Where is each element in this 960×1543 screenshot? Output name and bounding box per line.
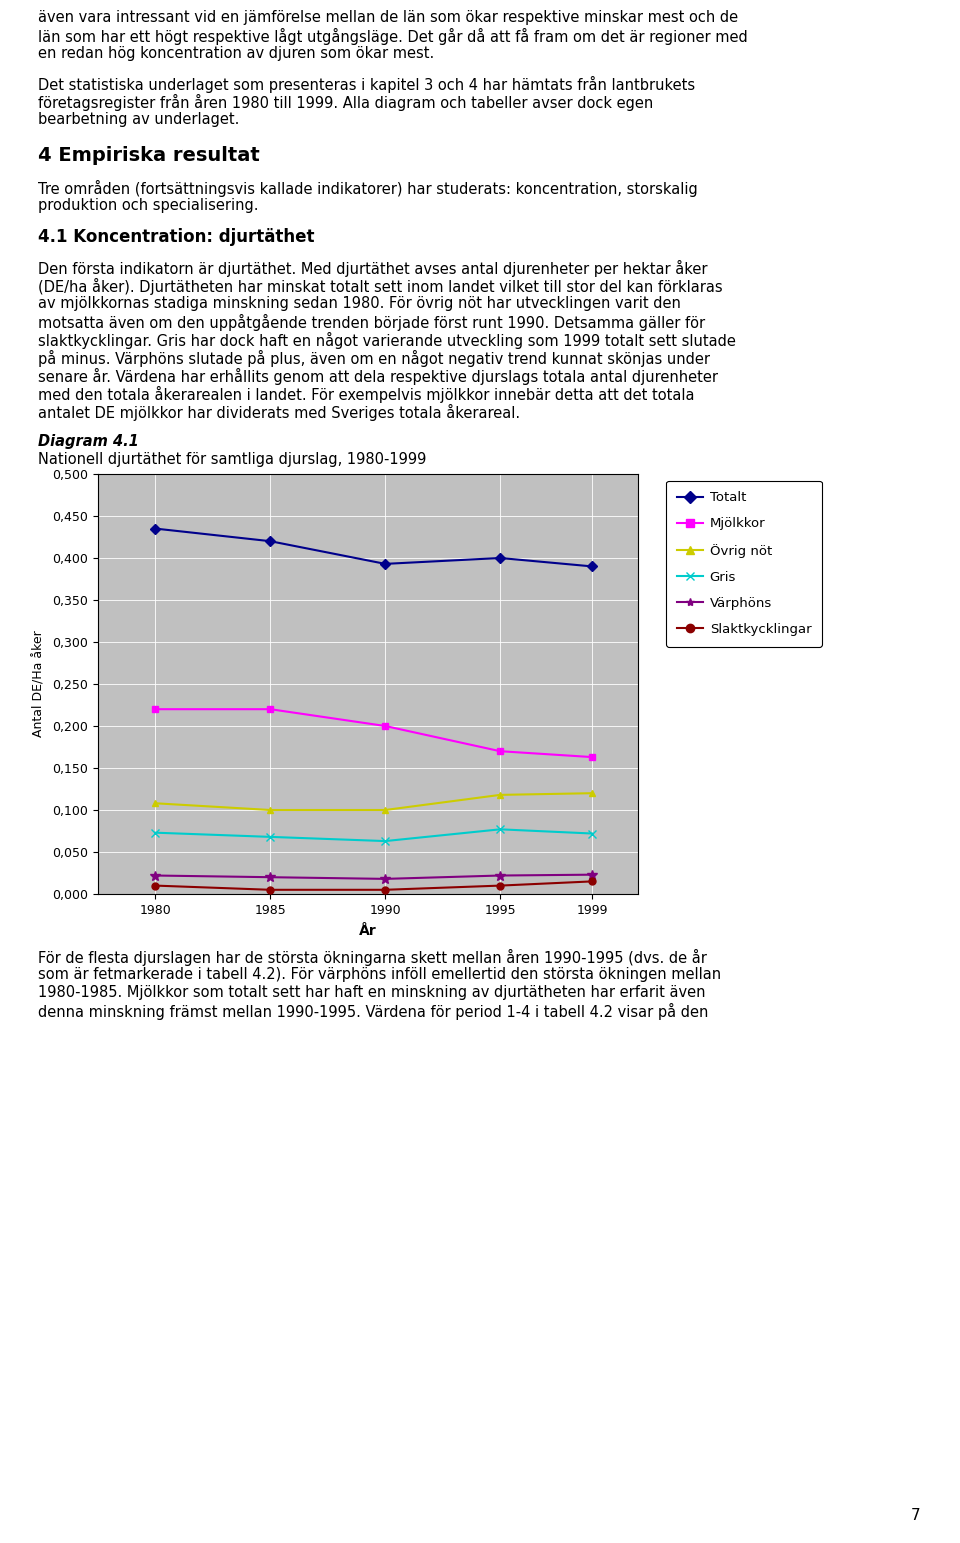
Text: Diagram 4.1: Diagram 4.1 <box>38 434 139 449</box>
Line: Värphöns: Värphöns <box>151 870 597 884</box>
Text: även vara intressant vid en jämförelse mellan de län som ökar respektive minskar: även vara intressant vid en jämförelse m… <box>38 9 738 25</box>
Text: motsatta även om den uppåtgående trenden började först runt 1990. Detsamma gälle: motsatta även om den uppåtgående trenden… <box>38 313 706 332</box>
Text: Det statistiska underlaget som presenteras i kapitel 3 och 4 har hämtats från la: Det statistiska underlaget som presenter… <box>38 76 695 93</box>
Text: senare år. Värdena har erhållits genom att dela respektive djurslags totala anta: senare år. Värdena har erhållits genom a… <box>38 367 718 386</box>
Gris <box>150 824 161 842</box>
Y-axis label: Antal DE/Ha åker: Antal DE/Ha åker <box>33 631 45 738</box>
Line: Gris: Gris <box>152 826 596 846</box>
Mjölkkor <box>379 717 391 736</box>
Text: För de flesta djurslagen har de största ökningarna skett mellan åren 1990-1995 (: För de flesta djurslagen har de största … <box>38 949 707 966</box>
Gris <box>587 824 598 842</box>
Text: antalet DE mjölkkor har dividerats med Sveriges totala åkerareal.: antalet DE mjölkkor har dividerats med S… <box>38 404 520 421</box>
Text: en redan hög koncentration av djuren som ökar mest.: en redan hög koncentration av djuren som… <box>38 46 434 62</box>
Värphöns <box>150 866 161 884</box>
Värphöns <box>379 870 391 889</box>
Text: 1980-1985. Mjölkkor som totalt sett har haft en minskning av djurtätheten har er: 1980-1985. Mjölkkor som totalt sett har … <box>38 984 706 1000</box>
Gris <box>379 832 391 850</box>
Övrig nöt <box>494 785 506 804</box>
Värphöns <box>494 866 506 884</box>
Totalt <box>265 532 276 551</box>
X-axis label: År: År <box>359 924 377 938</box>
Totalt <box>150 520 161 539</box>
Text: Tre områden (fortsättningsvis kallade indikatorer) har studerats: koncentration,: Tre områden (fortsättningsvis kallade in… <box>38 181 698 198</box>
Text: 4 Empiriska resultat: 4 Empiriska resultat <box>38 147 260 165</box>
Text: slaktkycklingar. Gris har dock haft en något varierande utveckling som 1999 tota: slaktkycklingar. Gris har dock haft en n… <box>38 332 736 349</box>
Text: län som har ett högt respektive lågt utgångsläge. Det går då att få fram om det : län som har ett högt respektive lågt utg… <box>38 28 748 45</box>
Mjölkkor <box>265 701 276 719</box>
Totalt <box>494 549 506 568</box>
Text: av mjölkkornas stadiga minskning sedan 1980. För övrig nöt har utvecklingen vari: av mjölkkornas stadiga minskning sedan 1… <box>38 296 681 312</box>
Text: 4.1 Koncentration: djurtäthet: 4.1 Koncentration: djurtäthet <box>38 228 315 245</box>
Text: (DE/ha åker). Djurtätheten har minskat totalt sett inom landet vilket till stor : (DE/ha åker). Djurtätheten har minskat t… <box>38 278 723 295</box>
Text: denna minskning främst mellan 1990-1995. Värdena för period 1-4 i tabell 4.2 vis: denna minskning främst mellan 1990-1995.… <box>38 1003 708 1020</box>
Gris <box>494 819 506 838</box>
Text: med den totala åkerarealen i landet. För exempelvis mjölkkor innebär detta att d: med den totala åkerarealen i landet. För… <box>38 386 694 403</box>
Slaktkycklingar <box>587 872 598 890</box>
Slaktkycklingar <box>379 881 391 900</box>
Gris <box>265 827 276 846</box>
Text: bearbetning av underlaget.: bearbetning av underlaget. <box>38 113 239 127</box>
Line: Övrig nöt: Övrig nöt <box>152 790 595 813</box>
Text: företagsregister från åren 1980 till 1999. Alla diagram och tabeller avser dock : företagsregister från åren 1980 till 199… <box>38 94 653 111</box>
Text: 7: 7 <box>910 1508 920 1523</box>
Övrig nöt <box>587 784 598 802</box>
Line: Slaktkycklingar: Slaktkycklingar <box>152 878 595 893</box>
Text: som är fetmarkerade i tabell 4.2). För värphöns inföll emellertid den största ök: som är fetmarkerade i tabell 4.2). För v… <box>38 967 721 981</box>
Mjölkkor <box>494 742 506 761</box>
Slaktkycklingar <box>150 876 161 895</box>
Line: Mjölkkor: Mjölkkor <box>152 705 595 761</box>
Mjölkkor <box>150 701 161 719</box>
Totalt <box>587 557 598 576</box>
Slaktkycklingar <box>265 881 276 900</box>
Värphöns <box>265 869 276 887</box>
Text: Nationell djurtäthet för samtliga djurslag, 1980-1999: Nationell djurtäthet för samtliga djursl… <box>38 452 426 468</box>
Text: Den första indikatorn är djurtäthet. Med djurtäthet avses antal djurenheter per : Den första indikatorn är djurtäthet. Med… <box>38 261 708 278</box>
Text: produktion och specialisering.: produktion och specialisering. <box>38 198 258 213</box>
Text: på minus. Värphöns slutade på plus, även om en något negativ trend kunnat skönja: på minus. Värphöns slutade på plus, även… <box>38 350 710 367</box>
Övrig nöt <box>379 801 391 819</box>
Värphöns <box>587 866 598 884</box>
Övrig nöt <box>150 795 161 813</box>
Slaktkycklingar <box>494 876 506 895</box>
Mjölkkor <box>587 748 598 767</box>
Line: Totalt: Totalt <box>152 525 595 569</box>
Övrig nöt <box>265 801 276 819</box>
Totalt <box>379 554 391 572</box>
Legend: Totalt, Mjölkkor, Övrig nöt, Gris, Värphöns, Slaktkycklingar: Totalt, Mjölkkor, Övrig nöt, Gris, Värph… <box>666 480 822 647</box>
